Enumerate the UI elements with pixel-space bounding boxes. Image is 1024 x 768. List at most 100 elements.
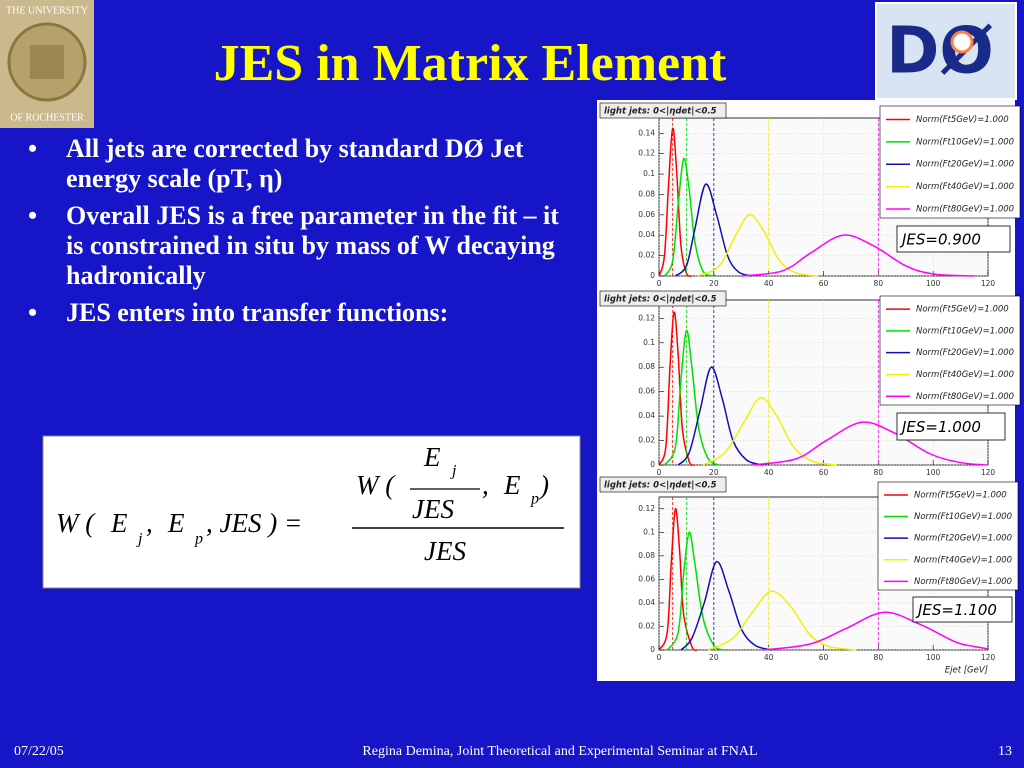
jes-label: JES=1.000 — [899, 418, 981, 436]
chart-header-box — [599, 476, 727, 493]
x-tick-label: 20 — [709, 279, 719, 288]
footer-presenter: Regina Demina, Joint Theoretical and Exp… — [362, 744, 757, 759]
y-tick-label: 0.08 — [638, 551, 655, 560]
y-tick-label: 0.12 — [638, 504, 655, 513]
formula: W ( E j , E p , JES ) = W ( E j JES , E … — [56, 442, 564, 566]
slide-title: JES in Matrix Element — [214, 35, 727, 92]
x-tick-label: 120 — [981, 279, 996, 288]
curve — [702, 397, 838, 466]
formula-part: JES — [412, 494, 454, 524]
legend-label: Norm(Ft10GeV)=1.000 — [914, 512, 1012, 522]
curve — [763, 611, 989, 651]
formula-part: , — [146, 508, 153, 538]
bullet-list: All jets are corrected by standard DØ Je… — [28, 134, 573, 335]
formula-part: W ( — [56, 508, 96, 538]
x-tick-label: 60 — [819, 468, 829, 477]
legend-label: Norm(Ft5GeV)=1.000 — [914, 490, 1007, 500]
formula-part: j — [136, 531, 143, 548]
chart-header-box — [599, 290, 727, 307]
logo-text: THE UNIVERSITY — [6, 5, 88, 16]
footer-date: 07/22/05 — [14, 744, 64, 759]
curve — [663, 329, 720, 466]
x-tick-label: 40 — [764, 279, 774, 288]
x-tick-label: 100 — [926, 279, 941, 288]
x-tick-label: 100 — [926, 468, 941, 477]
x-tick-label: 40 — [764, 653, 774, 662]
d0-logo — [875, 2, 1017, 100]
y-tick-label: 0.1 — [643, 169, 655, 178]
y-tick-label: 0 — [650, 460, 655, 469]
formula-part: p — [530, 491, 539, 508]
logo-text: OF ROCHESTER — [10, 112, 84, 123]
jes-box — [896, 225, 1011, 253]
jes-box — [896, 412, 1006, 441]
x-tick-label: 0 — [657, 653, 662, 662]
y-tick-label: 0.06 — [638, 210, 655, 219]
formula-part: , — [482, 470, 489, 500]
y-tick-label: 0.14 — [638, 128, 655, 137]
formula-part: p — [194, 531, 203, 548]
legend-box — [877, 481, 1019, 591]
curve — [666, 531, 726, 651]
curve — [752, 421, 989, 466]
y-tick-label: 0.04 — [638, 230, 655, 239]
x-tick-label: 60 — [819, 653, 829, 662]
legend-label: Norm(Ft80GeV)=1.000 — [914, 577, 1012, 587]
formula-part: ) — [538, 470, 549, 500]
formula-part: j — [450, 463, 457, 480]
curve — [658, 311, 696, 466]
x-axis-title: Ejet [GeV] — [945, 666, 988, 676]
x-tick-label: 120 — [981, 653, 996, 662]
curve — [674, 183, 753, 277]
x-tick-label: 100 — [926, 653, 941, 662]
curve — [658, 508, 698, 651]
formula-part: E — [110, 508, 128, 538]
x-tick-label: 80 — [874, 279, 884, 288]
d0-logo-text: DØ — [886, 15, 994, 89]
legend-label: Norm(Ft80GeV)=1.000 — [916, 392, 1014, 402]
y-tick-label: 0 — [650, 645, 655, 654]
curve — [677, 366, 764, 466]
y-tick-label: 0.1 — [643, 338, 655, 347]
y-tick-label: 0.04 — [638, 411, 655, 420]
curve — [708, 590, 857, 651]
legend-label: Norm(Ft20GeV)=1.000 — [916, 160, 1014, 170]
x-tick-label: 0 — [657, 279, 662, 288]
y-tick-label: 0.08 — [638, 362, 655, 371]
bullet: Overall JES is a free parameter in the f… — [28, 201, 573, 291]
formula-box — [42, 435, 581, 589]
legend-label: Norm(Ft40GeV)=1.000 — [916, 370, 1014, 380]
chart-header-box — [599, 102, 727, 119]
y-tick-label: 0 — [650, 271, 655, 280]
bullet: All jets are corrected by standard DØ Je… — [28, 134, 573, 194]
y-tick-label: 0.12 — [638, 313, 655, 322]
legend-label: Norm(Ft40GeV)=1.000 — [914, 555, 1012, 565]
y-tick-label: 0.02 — [638, 436, 655, 445]
x-tick-label: 80 — [874, 468, 884, 477]
legend-label: Norm(Ft40GeV)=1.000 — [916, 182, 1014, 192]
y-tick-label: 0.08 — [638, 189, 655, 198]
formula-part: E — [167, 508, 185, 538]
seal-shield — [30, 45, 64, 79]
curve — [658, 127, 693, 277]
legend-label: Norm(Ft5GeV)=1.000 — [916, 305, 1009, 315]
jes-label: JES=0.900 — [899, 231, 981, 249]
jes-label: JES=1.100 — [915, 601, 997, 619]
x-tick-label: 20 — [709, 468, 719, 477]
y-tick-label: 0.06 — [638, 574, 655, 583]
x-tick-label: 80 — [874, 653, 884, 662]
chart-header: light jets: 0<|ηdet|<0.5 — [604, 107, 717, 117]
legend-box — [879, 295, 1021, 406]
y-tick-label: 0.1 — [643, 527, 655, 536]
legend-label: Norm(Ft10GeV)=1.000 — [916, 137, 1014, 147]
y-tick-label: 0.06 — [638, 387, 655, 396]
chart-header: light jets: 0<|ηdet|<0.5 — [604, 295, 717, 305]
logo-star — [950, 30, 974, 54]
curve — [697, 214, 819, 277]
jes-box — [912, 596, 1013, 623]
charts: 00.020.040.060.080.10.120.140 20 40 60 80 100… — [599, 102, 1021, 676]
x-tick-label: 60 — [819, 279, 829, 288]
formula-part: W ( — [356, 470, 396, 500]
